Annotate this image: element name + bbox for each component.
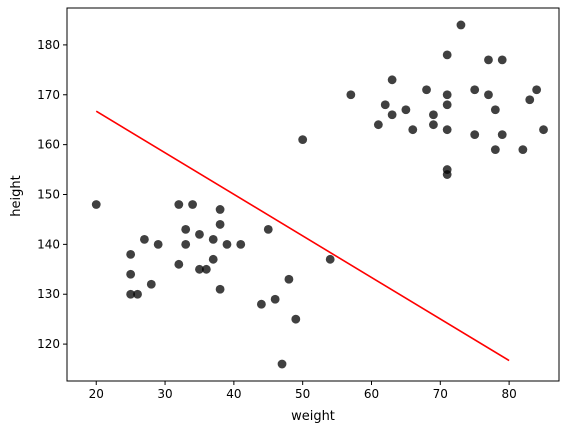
- y-tick-label: 120: [37, 337, 60, 351]
- y-tick-label: 140: [37, 237, 60, 251]
- y-axis-label: height: [9, 175, 24, 216]
- data-point: [484, 55, 493, 65]
- data-point: [215, 284, 225, 294]
- data-point: [387, 75, 397, 85]
- data-point: [201, 264, 211, 274]
- data-point: [442, 90, 452, 100]
- data-point: [195, 264, 204, 274]
- y-tick-label: 160: [37, 138, 60, 152]
- y-tick-label: 150: [37, 188, 60, 202]
- data-point: [174, 259, 184, 269]
- data-point: [181, 225, 191, 234]
- data-point: [422, 85, 431, 95]
- data-point: [263, 225, 273, 234]
- data-point: [325, 254, 335, 264]
- y-axis: 120 130 140 150 160 170 180: [37, 38, 67, 351]
- data-point: [442, 100, 452, 110]
- data-point: [497, 130, 507, 140]
- x-tick-label: 30: [157, 387, 172, 401]
- data-point: [126, 289, 136, 299]
- data-point: [380, 100, 390, 110]
- data-point: [256, 299, 266, 309]
- data-point: [181, 239, 191, 249]
- data-point: [408, 125, 418, 135]
- data-point: [401, 105, 411, 115]
- data-point: [490, 105, 500, 115]
- data-point: [346, 90, 356, 100]
- data-point: [539, 125, 548, 135]
- regression-line: [95, 110, 510, 362]
- data-point: [146, 279, 156, 289]
- data-point: [470, 130, 480, 140]
- data-point: [188, 200, 197, 209]
- data-point: [215, 205, 225, 214]
- data-point: [484, 90, 493, 100]
- y-tick-label: 180: [37, 38, 60, 52]
- data-point: [456, 20, 466, 30]
- data-point: [236, 239, 246, 249]
- plot-area: [66, 7, 560, 382]
- data-points: [91, 20, 548, 369]
- data-point: [174, 200, 184, 209]
- data-point: [429, 110, 438, 120]
- data-point: [291, 314, 301, 324]
- data-point: [490, 145, 500, 155]
- y-tick-label: 130: [37, 287, 60, 301]
- data-point: [429, 120, 438, 130]
- data-point: [222, 239, 232, 249]
- y-tick-label: 170: [37, 88, 60, 102]
- x-tick-label: 20: [89, 387, 104, 401]
- x-tick-label: 70: [433, 387, 448, 401]
- data-point: [442, 50, 452, 60]
- data-point: [133, 289, 142, 299]
- data-point: [373, 120, 383, 130]
- x-tick-label: 40: [226, 387, 241, 401]
- data-point: [195, 229, 204, 239]
- x-axis: 20 30 40 50 60 70 80: [89, 381, 517, 401]
- x-tick-label: 50: [295, 387, 310, 401]
- data-point: [442, 125, 452, 135]
- data-point: [208, 254, 218, 264]
- data-point: [126, 269, 136, 279]
- data-point: [284, 274, 294, 284]
- x-tick-label: 80: [501, 387, 516, 401]
- data-point: [270, 294, 280, 304]
- data-point: [91, 200, 101, 209]
- x-tick-label: 60: [364, 387, 379, 401]
- data-point: [497, 55, 507, 65]
- data-point: [208, 234, 218, 244]
- plot-frame: [66, 7, 560, 382]
- data-point: [442, 170, 452, 179]
- data-point: [126, 249, 136, 259]
- data-point: [277, 359, 287, 369]
- data-point: [140, 234, 149, 244]
- data-point: [215, 220, 225, 229]
- data-point: [525, 95, 535, 105]
- data-point: [470, 85, 480, 95]
- data-point: [532, 85, 542, 95]
- data-point: [298, 135, 308, 145]
- x-axis-label: weight: [291, 409, 335, 424]
- data-point: [387, 110, 397, 120]
- data-point: [153, 239, 163, 249]
- data-point: [518, 145, 528, 155]
